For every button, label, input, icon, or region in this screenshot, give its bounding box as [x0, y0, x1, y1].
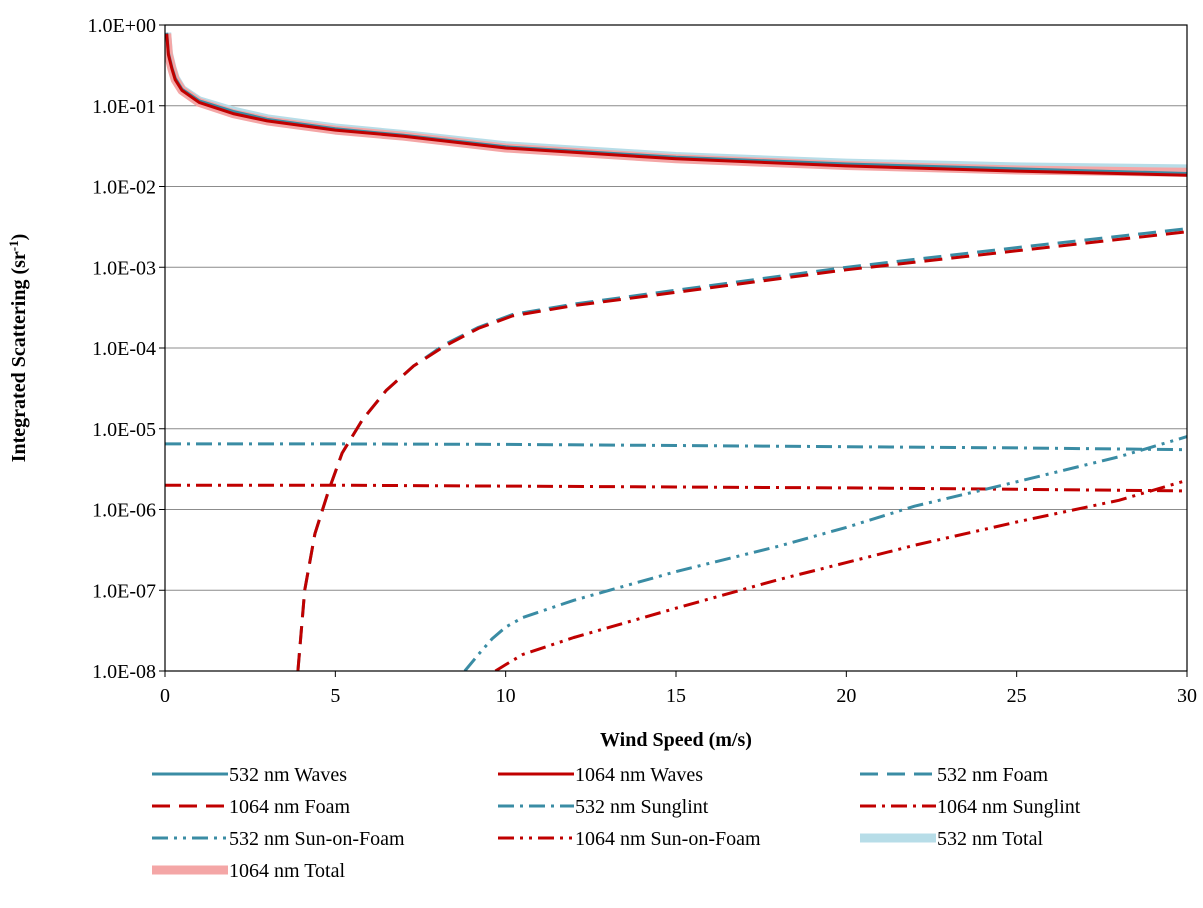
legend-item: 532 nm Waves — [152, 764, 347, 786]
y-axis-title-superscript: -1 — [6, 240, 21, 251]
series-line-532-nm-sunglint — [165, 442, 1187, 452]
legend-label: 1064 nm Foam — [229, 796, 351, 818]
series-line-1064-nm-waves — [165, 33, 1187, 177]
x-axis-title: Wind Speed (m/s) — [600, 729, 752, 751]
y-axis-title: Integrated Scattering (sr-1) — [6, 234, 31, 463]
y-tick-label: 1.0E-06 — [92, 500, 156, 522]
series-line-1064-nm-sun-on-foam — [494, 478, 1187, 671]
y-tick-label: 1.0E+00 — [88, 15, 157, 37]
series-line-1064-nm-foam — [296, 230, 1187, 671]
y-tick-label: 1.0E-02 — [92, 177, 156, 199]
legend-label: 1064 nm Sunglint — [937, 796, 1081, 818]
x-tick-label: 5 — [330, 685, 340, 707]
series-line-532-nm-sun-on-foam — [463, 435, 1187, 671]
x-axis: 0 5 10 15 20 25 30 — [160, 671, 1197, 707]
x-tick-label: 30 — [1177, 685, 1197, 707]
legend-label: 532 nm Sunglint — [575, 796, 709, 818]
legend-label: 532 nm Total — [937, 828, 1043, 850]
x-tick-label: 15 — [666, 685, 686, 707]
x-tick-label: 0 — [160, 685, 170, 707]
x-tick-label: 25 — [1007, 685, 1027, 707]
legend: 532 nm Waves 1064 nm Waves 532 nm Foam 1064… — [152, 764, 1081, 882]
legend-label: 1064 nm Total — [229, 860, 345, 882]
legend-item: 532 nm Sunglint — [498, 796, 709, 818]
series-line-532-nm-foam — [296, 227, 1187, 671]
y-axis: 1.0E+00 1.0E-01 1.0E-02 1.0E-03 1.0E-04 1.0E-… — [88, 15, 165, 683]
x-tick-label: 20 — [836, 685, 856, 707]
legend-item: 1064 nm Sun-on-Foam — [498, 828, 761, 850]
series-line-1064-nm-total — [165, 33, 1187, 177]
legend-label: 532 nm Waves — [229, 764, 347, 786]
y-tick-label: 1.0E-01 — [92, 96, 156, 118]
y-axis-title-end: ) — [8, 234, 30, 241]
y-tick-label: 1.0E-05 — [92, 419, 156, 441]
y-tick-label: 1.0E-04 — [92, 338, 156, 360]
legend-label: 532 nm Foam — [937, 764, 1049, 786]
x-tick-label: 10 — [496, 685, 516, 707]
legend-label: 1064 nm Waves — [575, 764, 703, 786]
legend-item: 1064 nm Waves — [498, 764, 703, 786]
legend-item: 532 nm Sun-on-Foam — [152, 828, 405, 850]
legend-item: 1064 nm Total — [152, 860, 345, 882]
legend-item: 532 nm Foam — [860, 764, 1049, 786]
y-tick-label: 1.0E-07 — [92, 580, 156, 602]
y-axis-title-main: Integrated Scattering (sr — [8, 251, 30, 462]
legend-label: 1064 nm Sun-on-Foam — [575, 828, 761, 850]
legend-item: 532 nm Total — [860, 828, 1043, 850]
series-line-1064-nm-sunglint — [165, 483, 1187, 493]
legend-label: 532 nm Sun-on-Foam — [229, 828, 405, 850]
legend-item: 1064 nm Sunglint — [860, 796, 1081, 818]
legend-item: 1064 nm Foam — [152, 796, 351, 818]
series-layer — [165, 32, 1187, 671]
y-tick-label: 1.0E-03 — [92, 257, 156, 279]
series-line-532-nm-total — [165, 32, 1187, 174]
y-tick-label: 1.0E-08 — [92, 661, 156, 683]
